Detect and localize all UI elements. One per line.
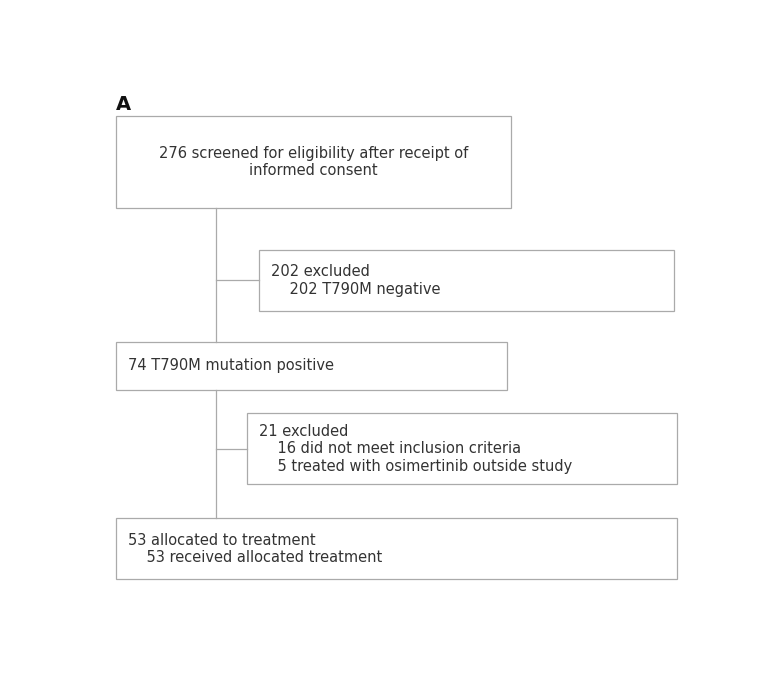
Bar xyxy=(247,413,677,484)
Text: informed consent: informed consent xyxy=(249,163,377,178)
Text: 202 T790M negative: 202 T790M negative xyxy=(271,281,440,296)
Text: A: A xyxy=(116,95,132,114)
Bar xyxy=(116,342,507,389)
Text: 53 received allocated treatment: 53 received allocated treatment xyxy=(128,550,382,565)
Text: 202 excluded: 202 excluded xyxy=(271,264,370,279)
Bar xyxy=(116,518,677,579)
Text: 53 allocated to treatment: 53 allocated to treatment xyxy=(128,533,316,548)
Bar xyxy=(116,116,511,208)
Text: 74 T790M mutation positive: 74 T790M mutation positive xyxy=(128,359,334,374)
Text: 16 did not meet inclusion criteria: 16 did not meet inclusion criteria xyxy=(258,441,521,456)
Text: 21 excluded: 21 excluded xyxy=(258,424,348,439)
Bar xyxy=(258,250,674,311)
Text: 276 screened for eligibility after receipt of: 276 screened for eligibility after recei… xyxy=(159,146,468,161)
Text: 5 treated with osimertinib outside study: 5 treated with osimertinib outside study xyxy=(258,459,572,473)
